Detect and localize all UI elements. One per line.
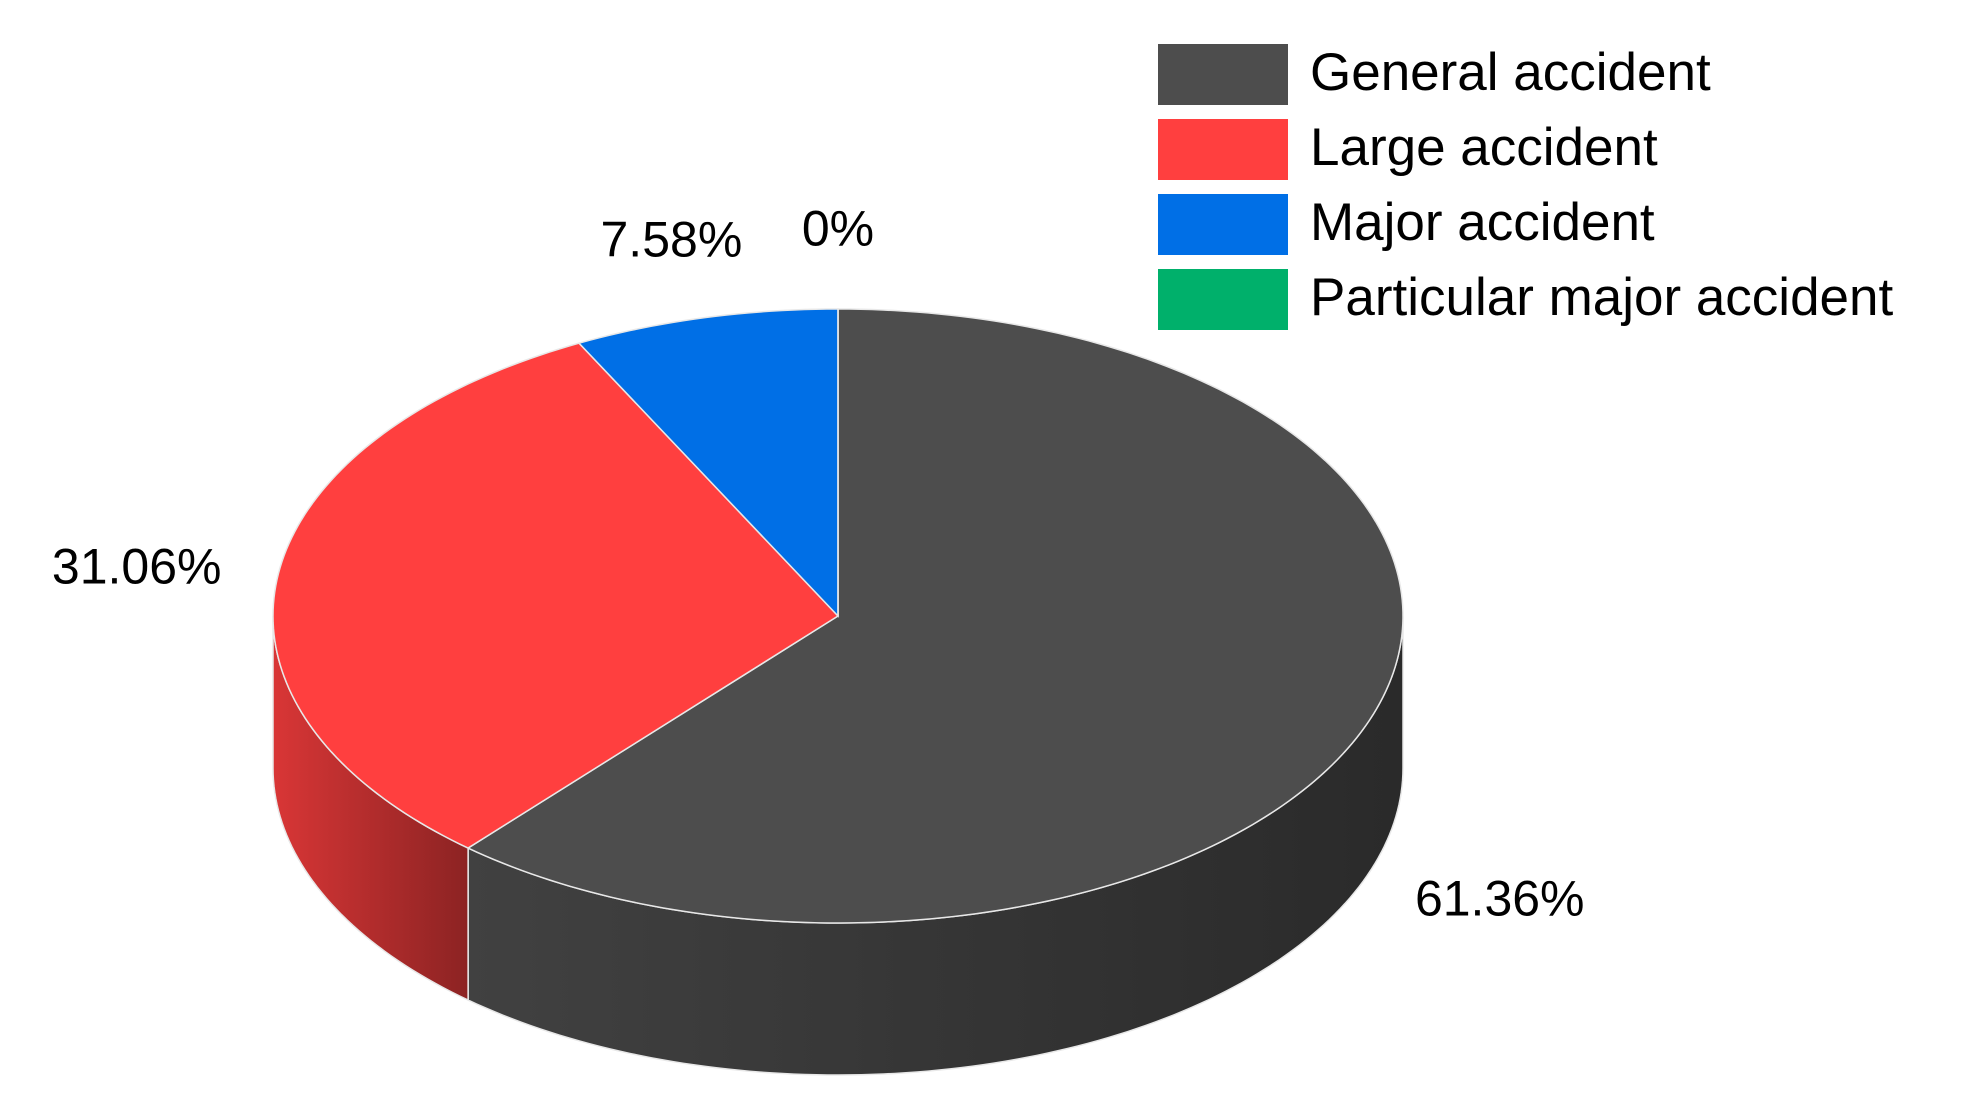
legend-label: Large accident xyxy=(1310,118,1658,177)
legend-swatch xyxy=(1158,119,1288,180)
slice xyxy=(272,342,840,849)
slice xyxy=(577,308,839,618)
value-label: 31.06% xyxy=(52,539,222,595)
legend-swatch xyxy=(1158,44,1288,105)
legend-label: General accident xyxy=(1310,43,1711,102)
value-label: 61.36% xyxy=(1415,870,1585,926)
slice xyxy=(466,308,1404,924)
legend-swatch xyxy=(1158,269,1288,330)
value-label: 0% xyxy=(802,200,874,256)
legend-label: Major accident xyxy=(1310,193,1655,252)
legend-swatch xyxy=(1158,194,1288,255)
value-label: 7.58% xyxy=(601,211,743,267)
legend-label: Particular major accident xyxy=(1310,268,1894,327)
